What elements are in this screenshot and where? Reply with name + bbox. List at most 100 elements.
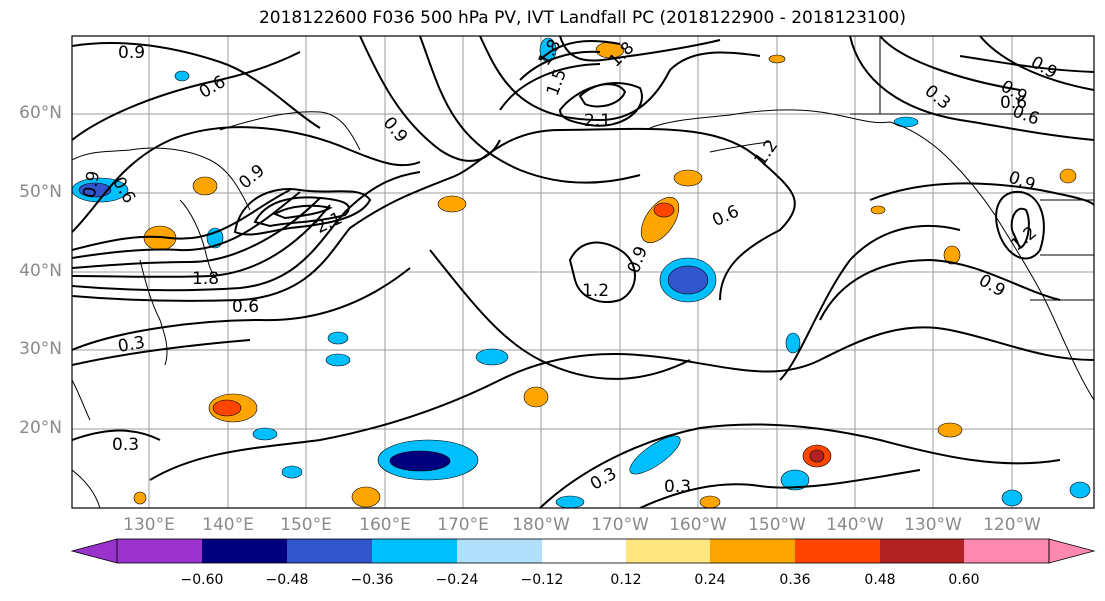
contour-label: 0.9	[235, 161, 269, 194]
contour-label: 0.3	[116, 333, 146, 357]
map-frame	[71, 35, 1095, 509]
colorbar-tick-label: 0.12	[610, 572, 642, 588]
positive-ivt-region	[870, 205, 886, 215]
lon-label: 150°E	[280, 515, 332, 535]
colorbar-segment	[457, 539, 542, 563]
positive-ivt-region	[943, 245, 961, 265]
negative-ivt-region	[893, 116, 919, 128]
positive-ivt-region	[937, 422, 963, 438]
positive-ivt-region	[699, 495, 721, 508]
positive-ivt-region	[437, 195, 467, 213]
lon-label: 130°E	[123, 515, 175, 535]
pv-contours	[72, 36, 1094, 508]
contour-label: 0.9	[80, 169, 104, 199]
lon-label: 180°W	[512, 515, 570, 535]
negative-ivt-region	[1001, 489, 1023, 507]
contour-label: 0.9	[1027, 52, 1060, 83]
contour-label: 0.3	[664, 477, 691, 497]
colorbar-segment	[880, 539, 964, 563]
lat-label-60n: 60°N	[19, 103, 62, 123]
positive-ivt-region	[640, 196, 680, 244]
colorbar-tick-label: −0.48	[265, 572, 309, 588]
positive-ivt-core	[212, 399, 242, 417]
negative-ivt-region	[785, 332, 801, 354]
colorbar-tick-label: 0.48	[864, 572, 896, 588]
lat-label-50n: 50°N	[19, 182, 62, 202]
graticule	[72, 36, 1094, 508]
contour-label: 0.9	[118, 43, 145, 63]
negative-ivt-region	[281, 465, 303, 479]
positive-ivt-core	[809, 449, 825, 463]
colorbar-extend-high	[1048, 538, 1096, 564]
contour-label: 2.1	[584, 111, 611, 131]
contour-label: 0.3	[921, 81, 955, 114]
negative-ivt-region	[174, 70, 190, 82]
colorbar-tick-label: −0.36	[350, 572, 394, 588]
positive-ivt-region	[673, 169, 703, 187]
negative-ivt-region	[475, 348, 509, 366]
colorbar-segment	[202, 539, 287, 563]
negative-ivt-region	[327, 331, 349, 345]
lon-label: 130°W	[904, 515, 962, 535]
lon-label: 170°E	[437, 515, 489, 535]
contour-label: 0.9	[975, 270, 1008, 301]
coastlines	[72, 36, 1094, 508]
ivt-shading	[72, 37, 1091, 508]
colorbar-segment	[964, 539, 1049, 563]
contour-label: 1.2	[750, 136, 782, 170]
contour-label: 0.6	[709, 201, 742, 231]
negative-ivt-region	[555, 495, 585, 508]
positive-ivt-region	[523, 386, 549, 408]
lon-label: 170°W	[591, 515, 649, 535]
lon-label: 140°E	[202, 515, 254, 535]
colorbar-segment	[542, 539, 626, 563]
colorbar	[70, 538, 1096, 564]
lon-label: 120°W	[983, 515, 1041, 535]
lat-label-40n: 40°N	[19, 261, 62, 281]
lat-label-20n: 20°N	[19, 418, 62, 438]
negative-ivt-region	[780, 469, 810, 491]
colorbar-segment	[626, 539, 710, 563]
contour-label: 0.6	[196, 72, 229, 103]
colorbar-segment	[795, 539, 880, 563]
lon-label: 150°W	[748, 515, 806, 535]
colorbar-extend-low	[70, 538, 118, 564]
colorbar-segment	[287, 539, 372, 563]
negative-ivt-core	[389, 450, 451, 472]
colorbar-segment	[710, 539, 795, 563]
map-title: 2018122600 F036 500 hPa PV, IVT Landfall…	[258, 8, 906, 28]
contour-labels: 0.9 0.6 0.9 0.6 0.9 2.1 1.8 0.6 0.3 0.3 …	[80, 36, 1061, 497]
lon-label: 160°E	[359, 515, 411, 535]
positive-ivt-region	[192, 176, 218, 196]
contour-label: 0.6	[232, 297, 259, 317]
positive-ivt-region	[133, 491, 147, 505]
contour-label: 0.6	[1000, 93, 1027, 113]
negative-ivt-region	[252, 427, 278, 441]
colorbar-tick-label: −0.12	[520, 572, 564, 588]
contour-label: 0.9	[1006, 168, 1038, 196]
colorbar-tick-label: 0.24	[694, 572, 726, 588]
positive-ivt-region	[351, 486, 381, 508]
contour-label: 0.6	[108, 174, 139, 207]
lon-label: 160°W	[669, 515, 727, 535]
contour-label: 1.8	[192, 269, 219, 289]
contour-label: 0.6	[1010, 102, 1042, 130]
colorbar-tick-label: −0.24	[435, 572, 479, 588]
negative-ivt-core	[667, 265, 709, 295]
positive-ivt-region	[1059, 168, 1077, 184]
colorbar-segment	[117, 539, 202, 563]
negative-ivt-region	[325, 353, 351, 367]
lon-label: 140°W	[826, 515, 884, 535]
positive-ivt-core	[653, 202, 675, 218]
colorbar-tick-label: 0.36	[779, 572, 811, 588]
negative-ivt-region	[629, 435, 681, 475]
contour-label: 1.2	[582, 281, 609, 301]
negative-ivt-region	[1069, 481, 1091, 499]
contour-label: 0.3	[112, 435, 139, 455]
negative-ivt-core	[78, 182, 112, 198]
lat-label-30n: 30°N	[19, 339, 62, 359]
positive-ivt-region	[768, 54, 786, 64]
colorbar-segment	[372, 539, 457, 563]
contour-label: 1.5	[543, 66, 571, 98]
